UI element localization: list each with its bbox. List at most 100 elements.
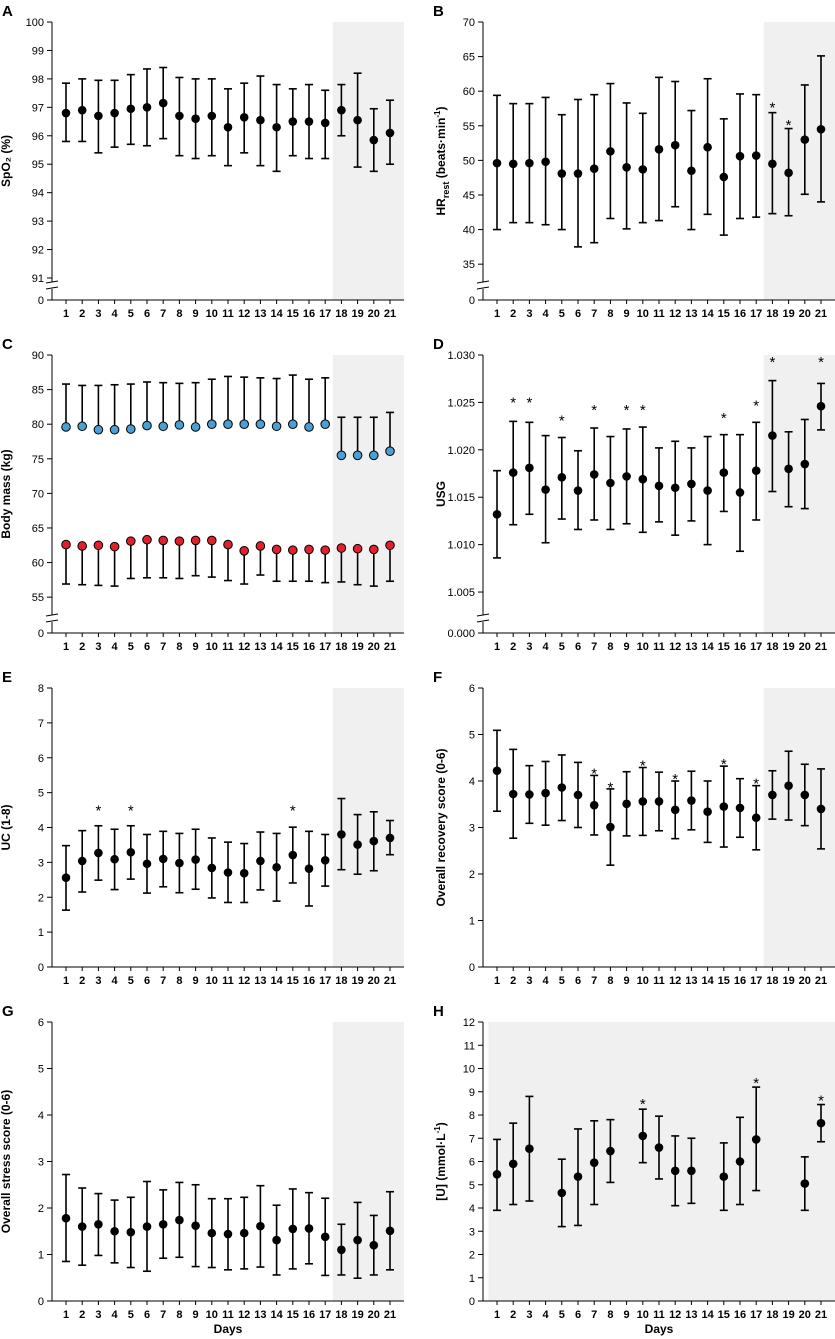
data-point: [654, 1143, 664, 1152]
significance-asterisk: *: [559, 413, 565, 430]
shaded-region: [332, 355, 404, 633]
y-tick-label: 0: [469, 295, 475, 307]
x-tick-label: 6: [575, 308, 581, 320]
y-axis-label-sup: -1: [433, 110, 442, 118]
data-point: [94, 848, 103, 858]
shaded-region: [332, 1022, 404, 1301]
data-point: [288, 117, 298, 126]
y-tick-label: 2: [38, 892, 44, 904]
data-point: [191, 855, 200, 864]
data-point: [223, 122, 233, 132]
data-point: [158, 98, 168, 108]
significance-asterisk: *: [290, 803, 296, 820]
x-tick-label: 11: [222, 641, 234, 653]
y-tick-label: 3: [38, 857, 44, 869]
panel-letter: B: [433, 3, 444, 20]
x-tick-label: 18: [766, 975, 778, 987]
x-tick-label: 4: [543, 975, 550, 987]
y-tick-label: 2: [469, 869, 475, 881]
x-tick-label: 6: [575, 975, 581, 987]
x-tick-label: 5: [559, 641, 565, 653]
y-tick-label: 0: [469, 1296, 475, 1308]
data-point: [320, 545, 331, 555]
data-point: [589, 1158, 599, 1167]
data-point: [492, 158, 502, 168]
data-point: [61, 1213, 71, 1223]
significance-asterisk: *: [624, 402, 630, 419]
x-tick-label: 15: [718, 308, 730, 320]
x-tick-label: 2: [510, 975, 516, 987]
data-point: [735, 151, 745, 161]
data-point: [223, 1229, 233, 1239]
x-tick-label: 21: [815, 975, 827, 987]
data-point: [703, 142, 712, 152]
y-tick-label: 1.020: [447, 445, 475, 457]
data-point: [336, 450, 347, 461]
data-point: [541, 157, 550, 167]
data-point: [687, 166, 696, 176]
x-tick-label: 19: [782, 308, 794, 320]
x-tick-label: 2: [510, 641, 516, 653]
x-tick-label: 21: [384, 308, 396, 320]
x-tick-label: 10: [206, 1309, 218, 1321]
data-point: [735, 1157, 745, 1166]
data-point: [638, 1131, 648, 1141]
x-tick-label: 4: [543, 308, 550, 320]
data-point: [541, 485, 550, 494]
x-tick-label: 11: [653, 975, 665, 987]
data-point: [508, 468, 518, 477]
data-point: [385, 128, 395, 138]
x-tick-label: 16: [734, 1309, 746, 1321]
data-point: [191, 1221, 200, 1230]
x-tick-label: 13: [254, 1309, 266, 1321]
x-tick-label: 4: [112, 975, 119, 987]
data-point: [223, 868, 233, 877]
x-tick-label: 19: [782, 1309, 794, 1321]
y-tick-label: 95: [32, 159, 44, 171]
data-point: [94, 1219, 103, 1229]
x-tick-label: 20: [368, 975, 380, 987]
y-tick-label: 50: [463, 155, 475, 167]
x-tick-label: 14: [270, 641, 283, 653]
y-axis-label-end: ): [434, 1122, 448, 1126]
data-point: [606, 147, 615, 156]
x-tick-label: 1: [494, 308, 500, 320]
y-tick-label: 11: [464, 1040, 475, 1052]
x-tick-label: 5: [559, 975, 565, 987]
data-point: [320, 419, 331, 429]
data-point: [369, 544, 379, 555]
panel-letter: E: [2, 669, 12, 686]
data-point: [670, 805, 680, 815]
x-tick-label: 13: [685, 975, 697, 987]
x-tick-label: 13: [254, 975, 266, 987]
data-point: [508, 1159, 518, 1169]
x-tick-label: 3: [95, 975, 101, 987]
y-tick-label: 3: [469, 823, 475, 835]
data-point: [126, 1227, 136, 1237]
x-tick-label: 6: [575, 641, 581, 653]
data-point: [492, 766, 502, 776]
data-point: [385, 446, 395, 456]
y-tick-label: 4: [38, 823, 44, 835]
y-tick-label: 40: [463, 225, 475, 237]
x-tick-label: 9: [193, 975, 199, 987]
x-tick-label: 8: [607, 308, 613, 320]
significance-asterisk: *: [128, 803, 134, 820]
data-point: [751, 1135, 761, 1144]
x-tick-label: 19: [782, 975, 794, 987]
x-tick-label: 7: [160, 975, 166, 987]
data-point: [654, 797, 664, 806]
data-point: [190, 422, 201, 432]
data-point: [385, 833, 395, 843]
data-point: [622, 162, 631, 172]
x-axis-label: Days: [214, 1322, 243, 1336]
x-tick-label: 11: [653, 1309, 665, 1321]
axis-break-mark: [45, 619, 59, 623]
shaded-region: [488, 1022, 835, 1301]
x-tick-label: 12: [669, 308, 681, 320]
data-point: [638, 474, 648, 484]
data-point: [606, 822, 615, 832]
x-tick-label: 2: [79, 641, 85, 653]
